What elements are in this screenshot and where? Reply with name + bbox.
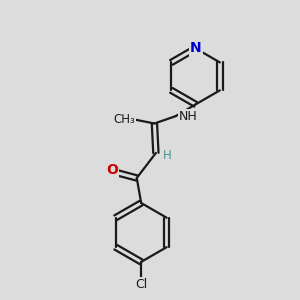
Text: Cl: Cl <box>135 278 147 291</box>
Text: H: H <box>163 149 172 162</box>
Text: NH: NH <box>178 110 197 123</box>
Text: O: O <box>106 163 118 177</box>
Text: CH₃: CH₃ <box>113 112 135 126</box>
Text: N: N <box>190 41 202 56</box>
